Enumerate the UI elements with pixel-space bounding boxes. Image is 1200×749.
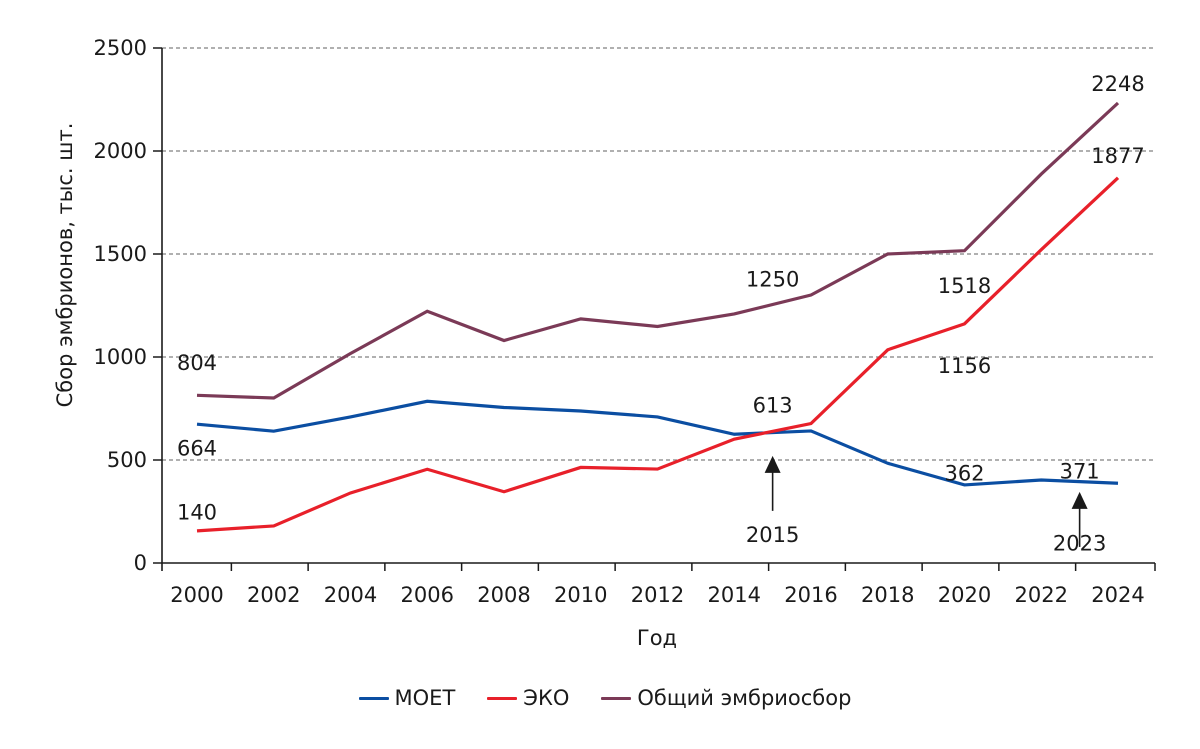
y-tick-label: 0 <box>134 551 147 575</box>
x-tick-label: 2006 <box>401 583 454 607</box>
x-axis-ticks: 2000 2002 2004 2006 2008 2010 2012 2014 2016 2018… <box>170 563 1156 607</box>
x-tick-label: 2002 <box>247 583 300 607</box>
x-tick-label: 2018 <box>861 583 914 607</box>
legend-swatch-eko <box>487 696 518 700</box>
data-label: 613 <box>753 393 793 417</box>
x-tick-label: 2014 <box>708 583 761 607</box>
y-tick-label: 1000 <box>94 345 147 369</box>
arrow-label: 2015 <box>746 523 799 547</box>
arrow-head-icon <box>1071 491 1088 509</box>
annotations: 804 664 140 1250 613 1518 1156 362 371 2248 1877 <box>177 72 1145 524</box>
legend: МОЕТ ЭКО Общий эмбриосбор <box>0 686 1200 710</box>
x-tick-label: 2004 <box>324 583 377 607</box>
legend-label-eko: ЭКО <box>523 686 570 710</box>
data-label: 362 <box>944 461 984 485</box>
data-label: 664 <box>177 437 217 461</box>
gridlines <box>162 47 1155 461</box>
legend-label-total: Общий эмбриосбор <box>637 686 852 710</box>
legend-item-total: Общий эмбриосбор <box>591 686 851 710</box>
legend-item-eko: ЭКО <box>477 686 569 710</box>
legend-swatch-moet <box>358 696 389 700</box>
series-lines <box>196 101 1120 533</box>
data-label: 1250 <box>746 268 799 292</box>
x-axis-title: Год <box>637 626 677 650</box>
x-tick-label: 2000 <box>170 583 223 607</box>
arrow-annotations: 2015 2023 <box>746 455 1106 555</box>
data-label: 2248 <box>1091 72 1144 96</box>
legend-label-moet: МОЕТ <box>394 686 456 710</box>
axes <box>161 48 1155 571</box>
data-label: 1877 <box>1091 144 1144 168</box>
x-tick-label: 2008 <box>477 583 530 607</box>
arrow-label: 2023 <box>1053 531 1106 555</box>
data-label: 1518 <box>938 274 991 298</box>
x-tick-label: 2020 <box>938 583 991 607</box>
y-tick-label: 1500 <box>94 242 147 266</box>
legend-swatch-total <box>601 696 632 700</box>
x-tick-label: 2010 <box>554 583 607 607</box>
data-label: 140 <box>177 501 217 525</box>
y-axis-ticks: 0 500 1000 1500 2000 2500 <box>94 36 162 575</box>
data-label: 1156 <box>938 354 991 378</box>
y-tick-label: 500 <box>107 448 147 472</box>
x-tick-label: 2022 <box>1015 583 1068 607</box>
x-tick-label: 2016 <box>784 583 837 607</box>
data-label: 804 <box>177 351 217 375</box>
legend-item-moet: МОЕТ <box>349 686 456 710</box>
data-label: 371 <box>1060 459 1100 483</box>
arrow-head-icon <box>764 455 781 473</box>
y-tick-label: 2000 <box>94 139 147 163</box>
x-tick-label: 2024 <box>1091 583 1144 607</box>
y-axis-title: Сбор эмбрионов, тыс. шт. <box>53 123 77 408</box>
y-tick-label: 2500 <box>94 36 147 60</box>
x-tick-label: 2012 <box>631 583 684 607</box>
